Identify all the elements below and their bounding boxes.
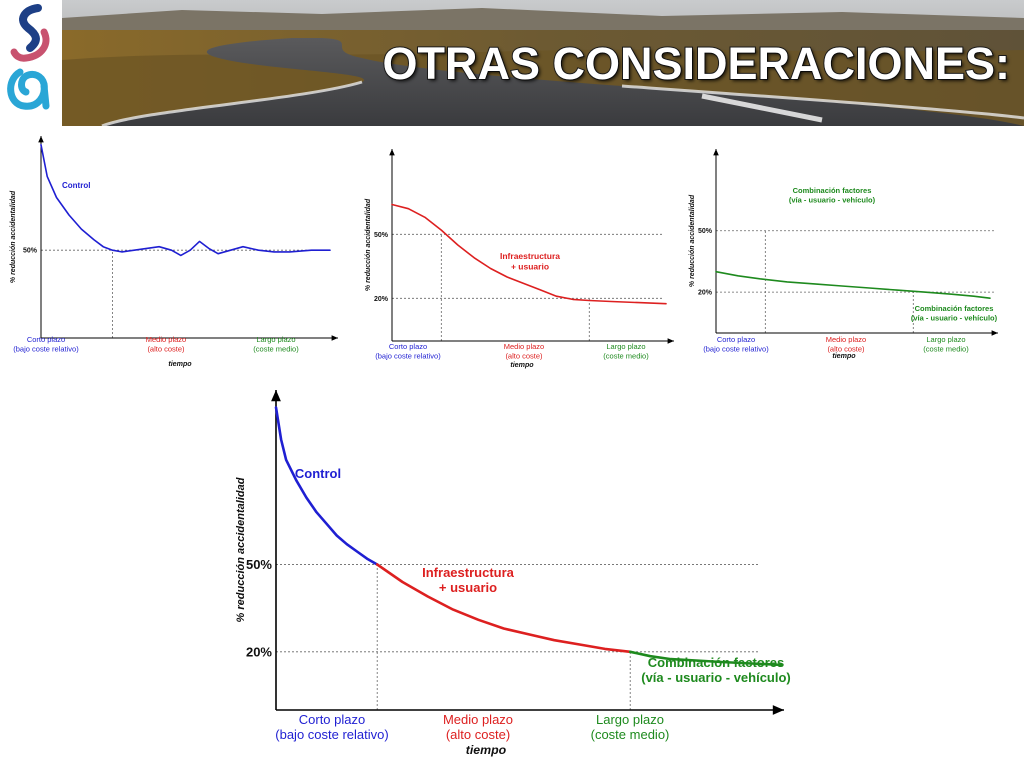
- x-category-label: Medio plazo: [146, 335, 186, 344]
- x-axis-label: tiempo: [168, 360, 192, 368]
- x-category-label: Corto plazo: [27, 335, 65, 344]
- series-line-3: [628, 650, 784, 667]
- chart-infraestructura: 50% 20%% reducción accidentalidad Corto pl…: [362, 143, 680, 375]
- x-category-label: (alto coste): [505, 352, 543, 361]
- chart-infraestructura-svg: 50% 20%% reducción accidentalidad Corto pl…: [365, 149, 674, 369]
- y-axis-arrow: [38, 136, 44, 143]
- chart-combined-svg: 50% 20% % reducción accidentalidad Corto pl…: [235, 390, 791, 757]
- series-line-1: [391, 203, 667, 305]
- series-annotation: (vía - usuario - vehículo): [641, 670, 791, 685]
- series-annotation: Combinación factores: [915, 304, 994, 313]
- x-category-label: (coste medio): [591, 727, 670, 742]
- series-annotation: (vía - usuario - vehículo): [789, 196, 876, 205]
- x-axis-label: tiempo: [832, 352, 856, 360]
- series-annotation: Combinación factores: [648, 655, 785, 670]
- x-category-label: (coste medio): [603, 352, 649, 361]
- header-banner: OTRAS CONSIDERACIONES:: [62, 0, 1024, 126]
- x-category-label: (bajo coste relativo): [275, 727, 388, 742]
- x-axis-label: tiempo: [466, 743, 507, 757]
- y-axis-arrow: [271, 390, 281, 402]
- x-axis-arrow: [667, 338, 674, 344]
- x-axis-arrow: [331, 335, 338, 341]
- y-tick-label: 20%: [698, 290, 713, 297]
- x-category-label: Largo plazo: [606, 342, 645, 351]
- y-axis-arrow: [389, 149, 395, 156]
- series-annotation: Control: [295, 466, 341, 481]
- y-axis-label: % reducción accidentalidad: [365, 198, 372, 291]
- y-tick-label: 50%: [246, 557, 272, 572]
- x-category-label: (coste medio): [923, 345, 969, 354]
- y-tick-label: 50%: [698, 228, 713, 235]
- series-annotation: (vía - usuario - vehículo): [911, 314, 998, 323]
- y-axis-label: % reducción accidentalidad: [235, 477, 247, 622]
- x-category-label: (alto coste): [827, 345, 865, 354]
- chart-control-svg: 50% % reducción accidentalidad Corto plazo…: [10, 136, 338, 368]
- x-category-label: (coste medio): [253, 345, 299, 354]
- y-tick-label: 20%: [374, 296, 389, 303]
- x-axis-arrow: [772, 705, 784, 715]
- logo-bottom-stroke: [7, 68, 50, 110]
- chart-combined: 50% 20% % reducción accidentalidad Corto pl…: [228, 384, 800, 762]
- x-category-label: Corto plazo: [389, 342, 427, 351]
- y-tick-label: 20%: [246, 644, 272, 659]
- y-axis-label: % reducción accidentalidad: [689, 194, 696, 287]
- x-category-label: (alto coste): [446, 727, 510, 742]
- y-tick-label: 50%: [374, 232, 389, 239]
- y-axis-arrow: [713, 149, 719, 156]
- page-title: OTRAS CONSIDERACIONES:: [381, 37, 1011, 90]
- x-category-label: Medio plazo: [504, 342, 544, 351]
- series-annotation: Infraestructura: [422, 565, 515, 580]
- chart-control: 50% % reducción accidentalidad Corto plazo…: [8, 132, 344, 372]
- series-line-1: [274, 406, 379, 566]
- chart-combinacion-svg: 50% 20%% reducción accidentalidad Corto pl…: [689, 149, 998, 360]
- y-axis-label: % reducción accidentalidad: [10, 190, 17, 283]
- x-category-label: Largo plazo: [596, 712, 664, 727]
- logo-top-stroke: [19, 4, 42, 52]
- x-category-label: Medio plazo: [443, 712, 513, 727]
- x-axis-arrow: [991, 330, 998, 336]
- logo-mid-stroke: [10, 28, 50, 62]
- y-tick-label: 50%: [23, 248, 38, 255]
- x-category-label: Largo plazo: [256, 335, 295, 344]
- x-category-label: (bajo coste relativo): [13, 345, 79, 354]
- series-annotation: Combinación factores: [793, 186, 872, 195]
- x-category-label: Largo plazo: [926, 335, 965, 344]
- series-line-1: [715, 270, 991, 299]
- chart-combinacion: 50% 20%% reducción accidentalidad Corto pl…: [686, 143, 1004, 365]
- series-line-2: [375, 563, 632, 654]
- series-annotation: Infraestructura: [500, 251, 560, 261]
- x-category-label: (bajo coste relativo): [703, 345, 769, 354]
- series-line-1: [40, 144, 331, 257]
- series-annotation: + usuario: [511, 262, 549, 272]
- series-annotation: Control: [62, 181, 90, 190]
- series-annotation: + usuario: [439, 580, 497, 595]
- x-category-label: Corto plazo: [299, 712, 365, 727]
- x-category-label: Medio plazo: [826, 335, 866, 344]
- x-category-label: (alto coste): [147, 345, 185, 354]
- institution-logo-icon: [0, 0, 62, 126]
- x-category-label: Corto plazo: [717, 335, 755, 344]
- x-axis-label: tiempo: [510, 361, 534, 369]
- x-category-label: (bajo coste relativo): [375, 352, 441, 361]
- road-landscape-photo: [62, 0, 1024, 126]
